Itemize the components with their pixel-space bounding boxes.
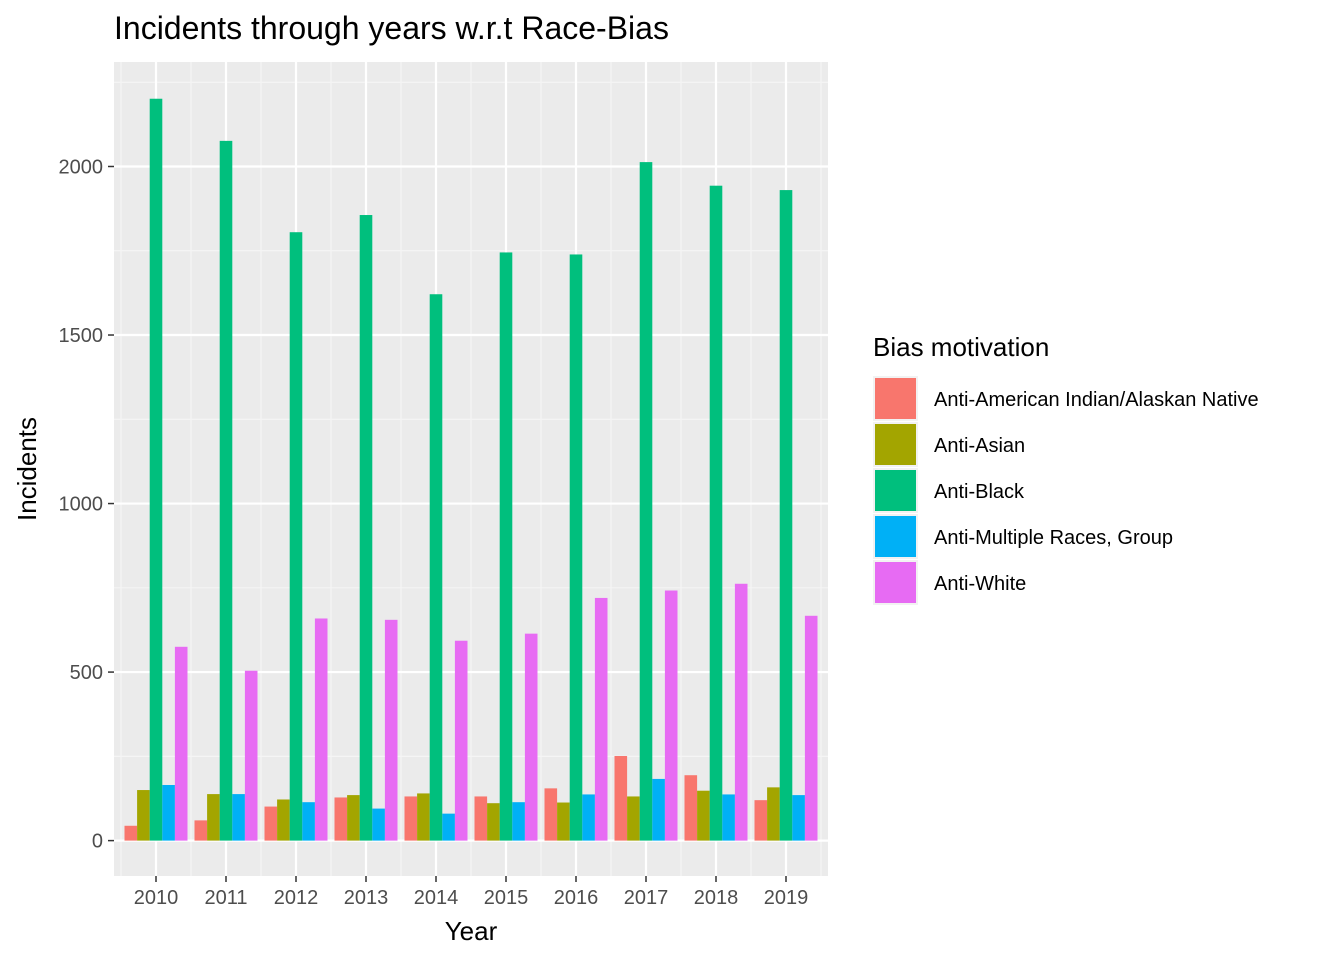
- y-tick-label: 1000: [59, 494, 104, 516]
- bar-2014-5: [454, 640, 468, 841]
- bar-2013-4: [372, 808, 385, 841]
- bar-2015-2: [487, 803, 500, 841]
- y-axis: 0 500 1000 1500 2000: [59, 156, 114, 853]
- grid-minor: [114, 62, 828, 876]
- bar-2014-1: [404, 796, 418, 841]
- bar-2010-4: [162, 784, 175, 841]
- x-tick-label: 2017: [624, 887, 669, 909]
- bar-2017-4: [652, 778, 665, 841]
- bar-2016-5: [594, 597, 608, 841]
- bar-2010-1: [124, 825, 138, 841]
- bar-2012-5: [314, 618, 328, 841]
- bar-2013-1: [334, 797, 348, 841]
- bar-2012-1: [264, 806, 278, 841]
- bar-2010-2: [137, 790, 150, 841]
- bar-2010-5: [174, 646, 188, 841]
- x-tick-label: 2011: [204, 887, 247, 909]
- bar-2013-3: [359, 215, 373, 841]
- bar-2016-2: [557, 802, 570, 841]
- bar-2011-4: [232, 794, 245, 841]
- x-axis: 2010 2011 2012 2013 2014 2015 2016 2017 2018 2019: [134, 876, 809, 909]
- legend-swatch: [875, 378, 916, 419]
- bar-2018-1: [684, 775, 698, 841]
- bar-2017-5: [664, 590, 678, 841]
- bar-2014-4: [442, 813, 455, 841]
- x-tick-label: 2015: [484, 887, 529, 909]
- bar-2017-2: [627, 796, 640, 841]
- bar-2018-2: [697, 790, 710, 841]
- y-tick-label: 1500: [59, 325, 104, 347]
- bars: [124, 98, 818, 841]
- bar-2017-3: [639, 162, 653, 841]
- bar-2015-4: [512, 802, 525, 841]
- bar-2011-1: [194, 820, 208, 841]
- chart-title: Incidents through years w.r.t Race-Bias: [114, 10, 669, 46]
- bar-2019-5: [804, 615, 818, 841]
- bar-2011-2: [207, 794, 220, 841]
- bar-2019-4: [792, 795, 805, 841]
- legend-title: Bias motivation: [873, 332, 1049, 362]
- legend-swatch: [875, 424, 916, 465]
- bar-2015-3: [499, 252, 513, 841]
- bar-2013-5: [384, 619, 398, 841]
- bar-2015-1: [474, 796, 488, 841]
- bar-2014-2: [417, 793, 430, 841]
- bar-2011-5: [244, 670, 258, 841]
- bar-2011-3: [219, 140, 233, 841]
- bar-2012-2: [277, 799, 290, 841]
- bar-2018-5: [734, 583, 748, 841]
- legend-swatch: [875, 516, 916, 557]
- x-tick-label: 2014: [414, 887, 459, 909]
- bar-2013-2: [347, 795, 360, 841]
- x-axis-title: Year: [445, 916, 498, 946]
- bar-2016-3: [569, 254, 583, 841]
- bar-2019-1: [754, 800, 768, 841]
- x-tick-label: 2010: [134, 887, 179, 909]
- x-tick-label: 2016: [554, 887, 599, 909]
- bar-2012-4: [302, 802, 315, 841]
- y-tick-label: 0: [92, 831, 103, 853]
- bar-2014-3: [429, 294, 443, 841]
- bar-2019-3: [779, 190, 793, 841]
- legend-label: Anti-Multiple Races, Group: [934, 527, 1173, 549]
- bar-2015-5: [524, 633, 538, 841]
- legend-swatch: [875, 470, 916, 511]
- x-tick-label: 2019: [764, 887, 809, 909]
- y-axis-title: Incidents: [12, 417, 42, 521]
- bar-2017-1: [614, 756, 628, 841]
- bar-2018-4: [722, 794, 735, 841]
- legend-swatch: [875, 562, 916, 603]
- x-tick-label: 2018: [694, 887, 739, 909]
- legend: Bias motivation Anti-American Indian/Ala…: [873, 332, 1259, 605]
- bar-2012-3: [289, 232, 303, 841]
- legend-label: Anti-Asian: [934, 435, 1025, 457]
- bar-2019-2: [767, 787, 780, 841]
- legend-label: Anti-Black: [934, 481, 1025, 503]
- bar-2010-3: [149, 98, 163, 841]
- y-tick-label: 500: [70, 662, 103, 684]
- bar-2016-4: [582, 794, 595, 841]
- bar-2016-1: [544, 788, 558, 841]
- legend-label: Anti-White: [934, 573, 1026, 595]
- x-tick-label: 2012: [274, 887, 319, 909]
- y-tick-label: 2000: [59, 156, 104, 178]
- x-tick-label: 2013: [344, 887, 389, 909]
- legend-label: Anti-American Indian/Alaskan Native: [934, 389, 1259, 411]
- bar-2018-3: [709, 185, 723, 841]
